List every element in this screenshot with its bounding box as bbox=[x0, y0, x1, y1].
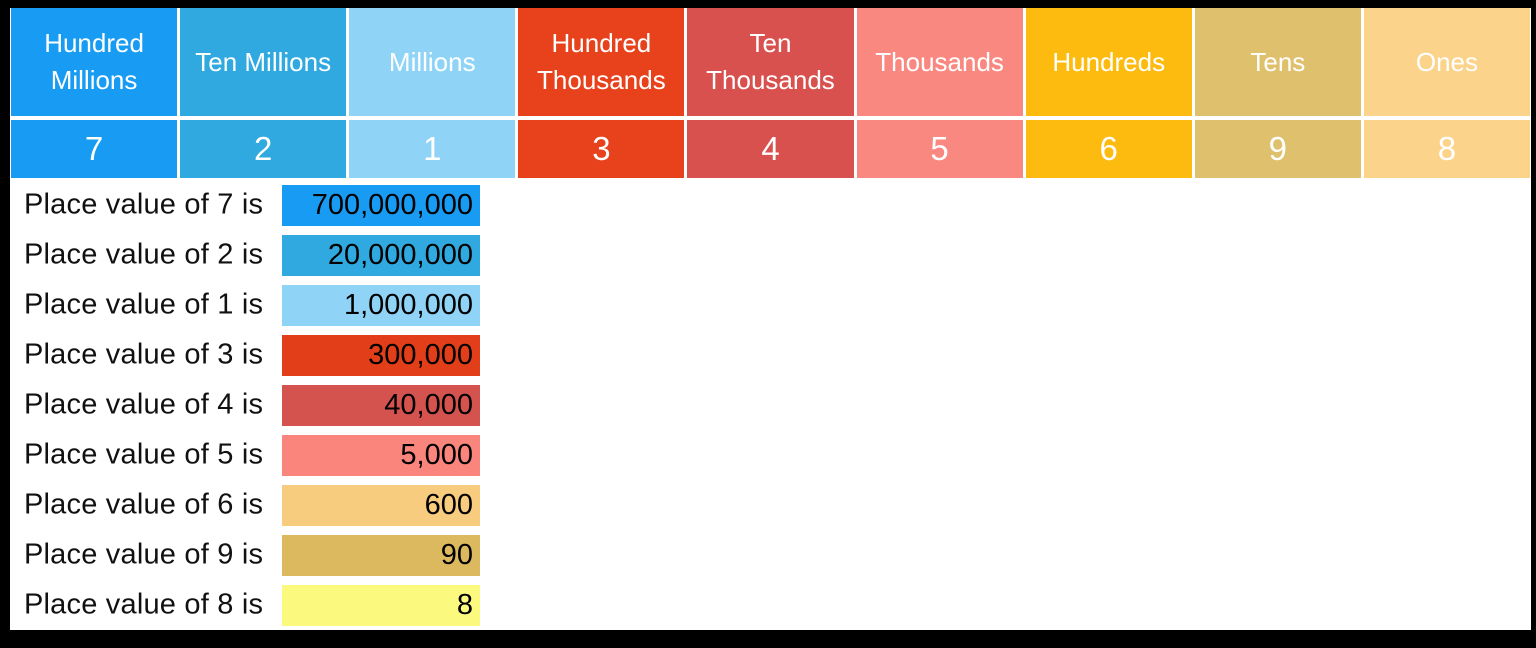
digit-cell-ten-thousands: 4 bbox=[687, 120, 854, 178]
header-row: Hundred Millions Ten Millions Millions Hund… bbox=[11, 8, 1530, 116]
place-value-bar: 300,000 bbox=[282, 335, 480, 376]
place-value-bar: 700,000,000 bbox=[282, 185, 480, 226]
header-cell-ones: Ones bbox=[1363, 8, 1530, 116]
place-value-bar: 8 bbox=[282, 585, 480, 626]
header-cell-hundreds: Hundreds bbox=[1025, 8, 1192, 116]
digit-cell-tens: 9 bbox=[1194, 120, 1361, 178]
place-value-bar: 5,000 bbox=[282, 435, 480, 476]
place-value-row: Place value of 3 is 300,000 bbox=[10, 330, 1531, 380]
place-value-row: Place value of 1 is 1,000,000 bbox=[10, 280, 1531, 330]
digit-cell-hundred-millions: 7 bbox=[11, 120, 178, 178]
place-value-row: Place value of 6 is 600 bbox=[10, 480, 1531, 530]
header-cell-ten-thousands: Ten Thousands bbox=[687, 8, 854, 116]
header-cell-ten-millions: Ten Millions bbox=[180, 8, 347, 116]
header-cell-millions: Millions bbox=[349, 8, 516, 116]
digit-cell-millions: 1 bbox=[349, 120, 516, 178]
place-value-row: Place value of 7 is 700,000,000 bbox=[10, 180, 1531, 230]
digit-cell-ten-millions: 2 bbox=[180, 120, 347, 178]
place-value-row: Place value of 9 is 90 bbox=[10, 530, 1531, 580]
place-value-row: Place value of 4 is 40,000 bbox=[10, 380, 1531, 430]
place-value-label: Place value of 2 is bbox=[24, 238, 264, 271]
place-value-row: Place value of 8 is 8 bbox=[10, 580, 1531, 630]
digit-cell-ones: 8 bbox=[1363, 120, 1530, 178]
place-value-label: Place value of 4 is bbox=[24, 388, 264, 421]
place-value-bar: 600 bbox=[282, 485, 480, 526]
place-value-label: Place value of 3 is bbox=[24, 338, 264, 371]
header-cell-hundred-millions: Hundred Millions bbox=[11, 8, 178, 116]
place-value-bar: 20,000,000 bbox=[282, 235, 480, 276]
chart-canvas: Hundred Millions Ten Millions Millions Hund… bbox=[10, 8, 1531, 630]
place-value-label: Place value of 5 is bbox=[24, 438, 264, 471]
place-value-label: Place value of 7 is bbox=[24, 188, 264, 221]
place-value-label: Place value of 8 is bbox=[24, 588, 264, 621]
place-value-bar: 40,000 bbox=[282, 385, 480, 426]
place-value-row: Place value of 2 is 20,000,000 bbox=[10, 230, 1531, 280]
place-value-bar: 1,000,000 bbox=[282, 285, 480, 326]
place-value-label: Place value of 6 is bbox=[24, 488, 264, 521]
header-cell-thousands: Thousands bbox=[856, 8, 1023, 116]
digit-cell-hundreds: 6 bbox=[1025, 120, 1192, 178]
place-value-row: Place value of 5 is 5,000 bbox=[10, 430, 1531, 480]
place-value-rows: Place value of 7 is 700,000,000 Place valu… bbox=[10, 180, 1531, 630]
place-value-bar: 90 bbox=[282, 535, 480, 576]
header-cell-hundred-thousands: Hundred Thousands bbox=[518, 8, 685, 116]
digit-cell-thousands: 5 bbox=[856, 120, 1023, 178]
place-value-label: Place value of 1 is bbox=[24, 288, 264, 321]
digit-cell-hundred-thousands: 3 bbox=[518, 120, 685, 178]
header-cell-tens: Tens bbox=[1194, 8, 1361, 116]
place-value-label: Place value of 9 is bbox=[24, 538, 264, 571]
